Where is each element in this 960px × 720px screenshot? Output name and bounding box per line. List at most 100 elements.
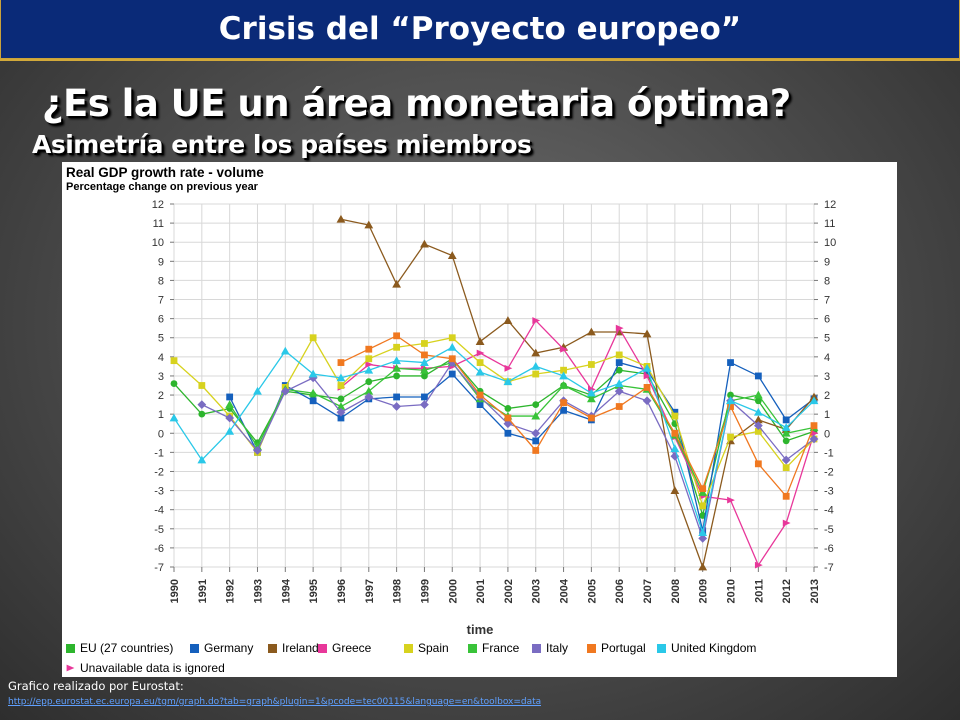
y-tick-label-right: -5 bbox=[824, 524, 834, 536]
data-point bbox=[225, 400, 235, 409]
y-tick-label-right: 10 bbox=[824, 237, 836, 249]
data-point bbox=[642, 363, 652, 372]
data-point bbox=[531, 348, 541, 357]
data-point bbox=[198, 410, 206, 418]
data-point bbox=[560, 345, 568, 353]
series-line bbox=[340, 319, 815, 567]
y-tick-label-left: 4 bbox=[158, 352, 164, 364]
data-point bbox=[699, 502, 707, 510]
x-tick-label: 2011 bbox=[753, 579, 765, 603]
data-point bbox=[727, 403, 734, 410]
y-tick-label-left: 10 bbox=[152, 237, 164, 249]
plot-area-frame bbox=[173, 203, 815, 568]
x-tick-label: 1996 bbox=[336, 579, 348, 603]
data-point bbox=[782, 464, 790, 472]
y-tick-label-left: 9 bbox=[158, 256, 164, 268]
y-tick-label-left: 8 bbox=[158, 275, 164, 287]
data-point bbox=[476, 349, 485, 357]
data-point bbox=[476, 401, 484, 409]
data-point bbox=[753, 421, 763, 431]
data-point bbox=[615, 324, 624, 332]
y-tick-label-right: -2 bbox=[824, 466, 834, 478]
x-tick-label: 2013 bbox=[809, 579, 821, 603]
data-point bbox=[476, 359, 484, 366]
y-tick-label-right: 8 bbox=[824, 275, 830, 287]
data-point bbox=[336, 402, 346, 410]
data-point bbox=[336, 407, 346, 417]
data-point bbox=[337, 359, 345, 366]
data-point bbox=[671, 412, 679, 420]
legend-entry: Greece bbox=[332, 641, 372, 655]
data-point bbox=[753, 390, 763, 399]
x-tick-label: 2004 bbox=[559, 578, 571, 603]
y-tick-label-left: -4 bbox=[154, 505, 164, 517]
data-point bbox=[420, 358, 429, 366]
legend-swatch bbox=[190, 644, 199, 653]
y-tick-label-right: -6 bbox=[824, 543, 834, 555]
data-point bbox=[810, 422, 818, 430]
data-point bbox=[614, 386, 624, 396]
data-point bbox=[586, 388, 596, 397]
y-tick-label-left: -6 bbox=[154, 543, 164, 555]
legend-entry: Germany bbox=[204, 641, 253, 655]
data-point bbox=[336, 214, 346, 223]
data-point bbox=[308, 369, 318, 378]
y-tick-label-left: 0 bbox=[158, 428, 164, 440]
legend-swatch bbox=[657, 644, 666, 653]
legend-entry: United Kingdom bbox=[671, 641, 756, 655]
source-link[interactable]: http://epp.eurostat.ec.europa.eu/tgm/gra… bbox=[8, 697, 542, 707]
data-point bbox=[809, 434, 819, 444]
y-tick-label-left: 11 bbox=[153, 218, 164, 230]
data-point bbox=[198, 382, 206, 389]
data-point bbox=[614, 379, 624, 387]
data-point bbox=[754, 561, 763, 569]
y-tick-label-right: 5 bbox=[824, 333, 830, 345]
y-tick-label-left: 2 bbox=[158, 390, 164, 402]
data-point bbox=[643, 372, 652, 380]
data-point bbox=[421, 372, 428, 380]
y-tick-label-left: -2 bbox=[154, 466, 164, 478]
data-point bbox=[337, 395, 345, 403]
slide-title: Crisis del “Proyecto europeo” bbox=[218, 11, 742, 47]
data-point bbox=[225, 426, 235, 435]
data-point bbox=[782, 519, 791, 527]
data-point bbox=[560, 366, 567, 374]
data-point bbox=[364, 365, 374, 374]
x-tick-label: 2000 bbox=[447, 579, 459, 603]
data-point bbox=[670, 444, 680, 452]
data-point bbox=[226, 393, 234, 401]
data-point bbox=[364, 220, 374, 229]
x-tick-label: 2002 bbox=[503, 579, 515, 603]
data-point bbox=[197, 455, 207, 464]
data-point bbox=[781, 428, 791, 437]
data-point bbox=[393, 343, 401, 351]
data-point bbox=[253, 386, 262, 395]
data-point bbox=[782, 437, 790, 445]
data-point bbox=[727, 391, 734, 399]
y-tick-label-right: 7 bbox=[824, 295, 830, 307]
chart-subtitle: Percentage change on previous year bbox=[66, 181, 259, 193]
data-point bbox=[392, 402, 402, 411]
data-point bbox=[280, 346, 290, 355]
series-united-kingdom bbox=[169, 342, 819, 537]
x-tick-label: 2005 bbox=[586, 579, 598, 603]
legend-swatch bbox=[532, 644, 541, 653]
data-point bbox=[308, 388, 318, 397]
data-point bbox=[420, 239, 429, 248]
data-point bbox=[309, 397, 317, 405]
data-point bbox=[337, 382, 345, 389]
legend-entry: France bbox=[482, 641, 520, 655]
y-tick-label-left: -1 bbox=[154, 447, 164, 459]
source-label: Grafico realizado por Eurostat: bbox=[8, 679, 184, 693]
data-point bbox=[447, 251, 457, 259]
x-tick-label: 2008 bbox=[670, 579, 682, 603]
x-tick-label: 1992 bbox=[225, 579, 237, 603]
axis-layer: -7 -7-6 -6-5 -5-4 -4-3 -3-2 -2-1 -10 01 12 23 34 45 5… bbox=[152, 199, 837, 603]
x-tick-label: 1997 bbox=[364, 579, 376, 603]
series-line bbox=[173, 346, 815, 536]
data-point bbox=[586, 327, 596, 336]
x-tick-label: 1999 bbox=[419, 579, 431, 603]
x-tick-label: 2006 bbox=[614, 579, 626, 603]
x-tick-label: 1994 bbox=[280, 578, 292, 603]
data-point bbox=[531, 361, 541, 370]
